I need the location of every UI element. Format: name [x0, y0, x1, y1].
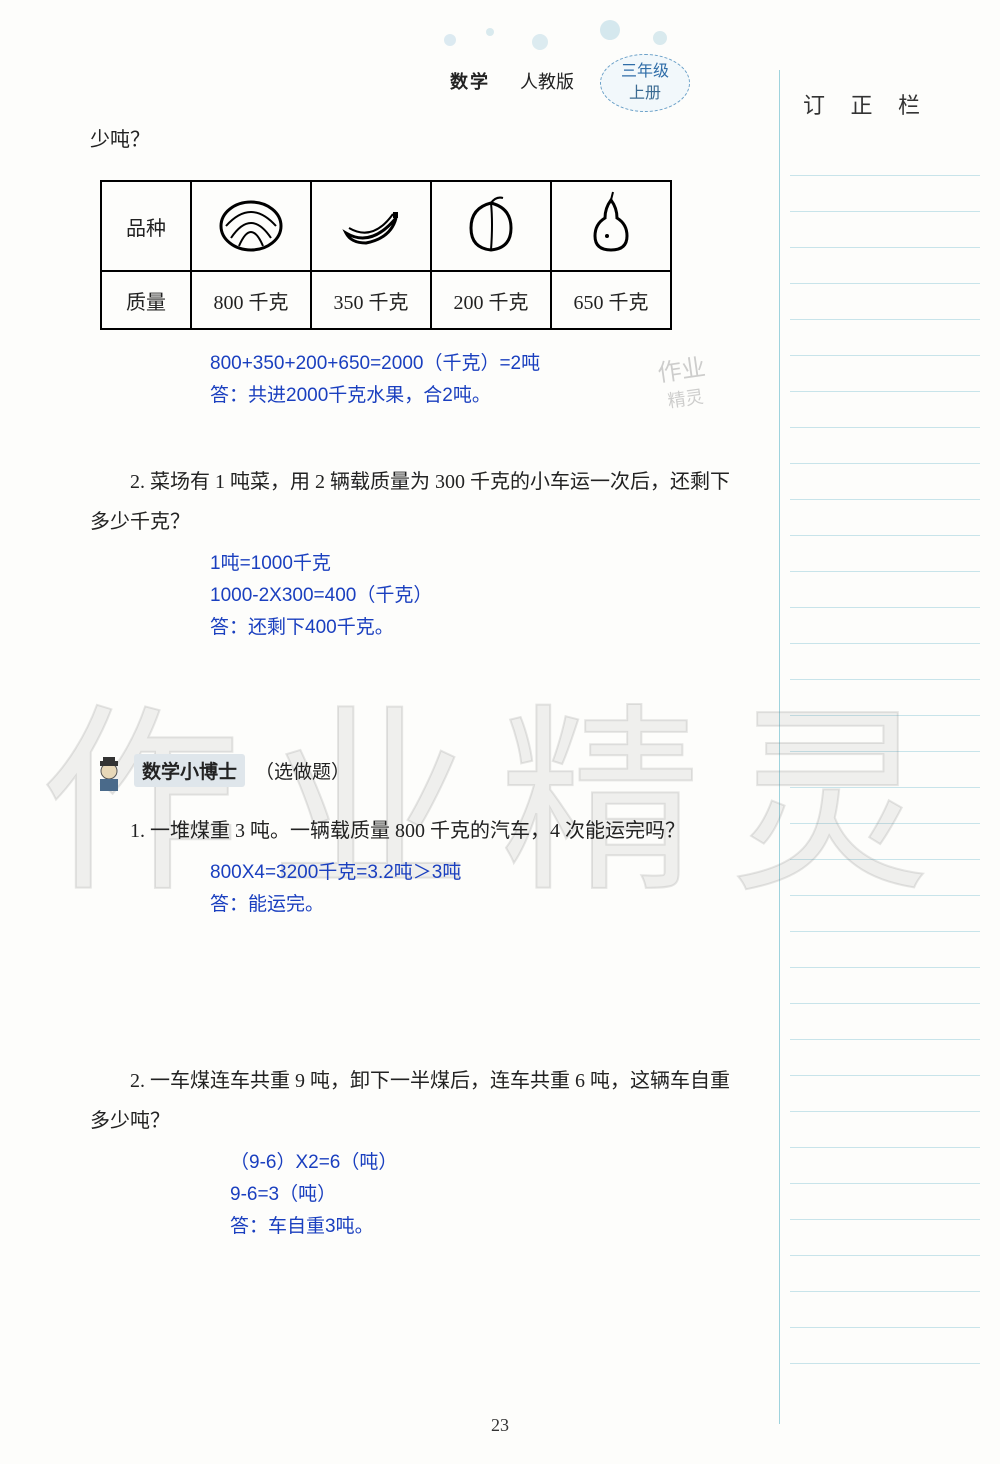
- grade-badge: 三年级 上册: [600, 54, 690, 112]
- correction-column-label: 订 正 栏: [803, 88, 930, 120]
- section-header: 数学小博士 （选做题）: [90, 754, 730, 793]
- correction-lines: [790, 140, 980, 1424]
- weight-cell: 800 千克: [191, 271, 311, 329]
- section-title: 数学小博士: [134, 754, 245, 787]
- fruit-cell-peach: [431, 181, 551, 271]
- page-number: 23: [0, 1415, 1000, 1436]
- grade-line2: 上册: [601, 83, 689, 105]
- margin-divider: [779, 70, 780, 1424]
- page: 数学 人教版 三年级 上册 订 正 栏 作业精灵 作业 精灵 少吨？ 品种: [0, 0, 1000, 1464]
- row-label-weight: 质量: [101, 271, 191, 329]
- s2-answer: （9-6）X2=6（吨） 9-6=3（吨） 答：车自重3吨。: [230, 1147, 730, 1243]
- answer-line: 800X4=3200千克=3.2吨＞3吨: [210, 857, 730, 889]
- table-row: 品种: [101, 181, 671, 271]
- watermelon-icon: [211, 188, 291, 258]
- answer-line: 答：能运完。: [210, 889, 730, 921]
- s1-text: 1. 一堆煤重 3 吨。一辆载质量 800 千克的汽车，4 次能运完吗？: [90, 811, 730, 851]
- fruit-table: 品种: [100, 180, 672, 330]
- s1-block: 1. 一堆煤重 3 吨。一辆载质量 800 千克的汽车，4 次能运完吗？ 800…: [90, 811, 730, 921]
- answer-line: 答：车自重3吨。: [230, 1211, 730, 1243]
- section-subtitle: （选做题）: [255, 762, 350, 783]
- q1-answer: 800+350+200+650=2000（千克）=2吨 答：共进2000千克水果…: [210, 348, 730, 412]
- weight-cell: 650 千克: [551, 271, 671, 329]
- answer-line: 答：还剩下400千克。: [210, 612, 730, 644]
- s2-block: 2. 一车煤连车共重 9 吨，卸下一半煤后，连车共重 6 吨，这辆车自重多少吨？…: [90, 1061, 730, 1243]
- s2-text: 2. 一车煤连车共重 9 吨，卸下一半煤后，连车共重 6 吨，这辆车自重多少吨？: [90, 1061, 730, 1141]
- pear-icon: [571, 188, 651, 258]
- banana-icon: [331, 188, 411, 258]
- doctor-icon: [90, 755, 128, 793]
- answer-line: 800+350+200+650=2000（千克）=2吨: [210, 348, 730, 380]
- fruit-cell-banana: [311, 181, 431, 271]
- q1-block: 少吨？ 品种: [90, 120, 730, 412]
- weight-cell: 350 千克: [311, 271, 431, 329]
- q2-answer: 1吨=1000千克 1000-2X300=400（千克） 答：还剩下400千克。: [210, 548, 730, 644]
- fruit-cell-pear: [551, 181, 671, 271]
- table-row: 质量 800 千克 350 千克 200 千克 650 千克: [101, 271, 671, 329]
- grade-line1: 三年级: [601, 61, 689, 83]
- content-area: 少吨？ 品种: [90, 120, 730, 1253]
- row-label-variety: 品种: [101, 181, 191, 271]
- weight-cell: 200 千克: [431, 271, 551, 329]
- q2-block: 2. 菜场有 1 吨菜，用 2 辆载质量为 300 千克的小车运一次后，还剩下多…: [90, 462, 730, 644]
- q2-text: 2. 菜场有 1 吨菜，用 2 辆载质量为 300 千克的小车运一次后，还剩下多…: [90, 462, 730, 542]
- answer-line: （9-6）X2=6（吨）: [230, 1147, 730, 1179]
- peach-icon: [451, 188, 531, 258]
- header-subject: 数学: [450, 68, 490, 94]
- fruit-cell-watermelon: [191, 181, 311, 271]
- q1-tail: 少吨？: [90, 120, 730, 160]
- answer-line: 9-6=3（吨）: [230, 1179, 730, 1211]
- answer-line: 答：共进2000千克水果，合2吨。: [210, 380, 730, 412]
- header-edition: 人教版: [520, 68, 574, 94]
- answer-line: 1吨=1000千克: [210, 548, 730, 580]
- s1-answer: 800X4=3200千克=3.2吨＞3吨 答：能运完。: [210, 857, 730, 921]
- answer-line: 1000-2X300=400（千克）: [210, 580, 730, 612]
